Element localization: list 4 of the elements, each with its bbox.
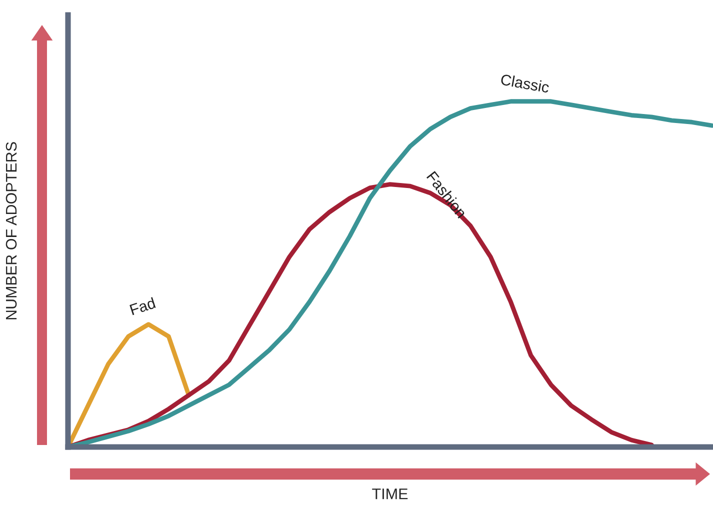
x-axis-title: TIME: [372, 488, 408, 500]
text: Fad: [129, 297, 156, 316]
text: Classic: [500, 74, 550, 93]
y-axis-title: NUMBER OF ADOPTERS: [6, 142, 17, 320]
